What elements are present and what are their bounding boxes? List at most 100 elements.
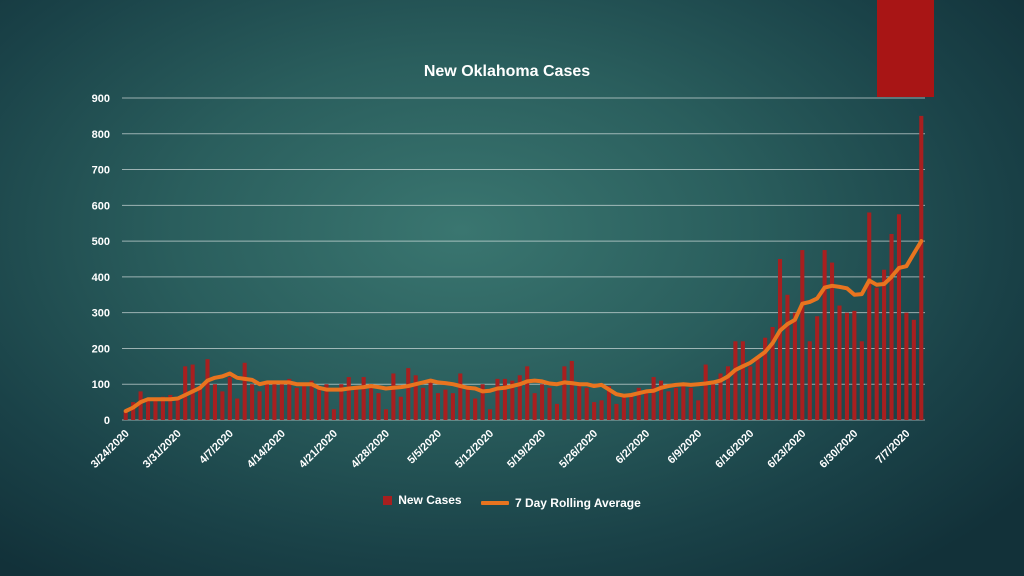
y-tick-label: 0 <box>104 415 110 427</box>
bar <box>659 380 664 420</box>
y-tick-label: 300 <box>92 308 110 320</box>
bar <box>651 377 656 420</box>
bar <box>673 387 678 420</box>
bar <box>131 402 136 420</box>
bar <box>309 380 314 420</box>
bar <box>413 375 418 420</box>
bar <box>562 366 567 420</box>
bar <box>540 384 545 420</box>
x-tick-label: 5/26/2020 <box>557 428 600 471</box>
bar <box>168 394 173 420</box>
bar <box>160 396 165 420</box>
y-tick-label: 800 <box>92 129 110 141</box>
bar <box>919 115 924 420</box>
y-tick-label: 700 <box>92 165 110 177</box>
bar <box>800 250 805 420</box>
bar <box>718 373 723 420</box>
x-tick-label: 5/12/2020 <box>453 428 496 471</box>
bar <box>599 400 604 420</box>
bar <box>830 262 835 420</box>
x-tick-label: 6/16/2020 <box>713 428 756 471</box>
x-tick-label: 6/9/2020 <box>666 428 705 467</box>
bar <box>644 391 649 420</box>
bar <box>339 384 344 420</box>
y-tick-label: 400 <box>92 272 110 284</box>
bar <box>346 377 351 420</box>
legend-label-rolling-average: 7 Day Rolling Average <box>514 495 641 510</box>
bar <box>294 387 299 420</box>
bar <box>874 287 879 420</box>
x-tick-label: 4/14/2020 <box>245 428 288 471</box>
bar <box>733 341 738 420</box>
bar <box>554 403 560 420</box>
bar <box>822 250 827 420</box>
bar <box>577 384 582 420</box>
x-axis-ticks: 3/24/2020 3/31/2020 4/7/2020 4/14/2020 4/21/… <box>89 428 913 471</box>
bar <box>889 233 894 420</box>
bar <box>621 394 626 420</box>
x-tick-label: 7/7/2020 <box>874 428 913 467</box>
bar <box>361 377 366 420</box>
bar <box>302 384 307 420</box>
bar <box>198 386 203 420</box>
legend-item-rolling-average: 7 Day Rolling Average <box>480 495 641 510</box>
chart-title: New Oklahoma Cases <box>423 63 591 80</box>
y-tick-label: 500 <box>92 236 110 248</box>
bar <box>458 373 463 420</box>
gridlines <box>122 97 925 421</box>
bar <box>525 366 530 420</box>
bar <box>777 259 783 420</box>
bar <box>517 375 522 420</box>
bar <box>175 398 180 420</box>
bar <box>279 384 284 420</box>
bar <box>391 373 396 420</box>
bar <box>487 409 493 420</box>
bar <box>510 380 515 420</box>
bar <box>755 359 760 420</box>
x-tick-label: 6/23/2020 <box>765 428 808 471</box>
bar <box>443 389 448 420</box>
bar <box>220 391 225 420</box>
bar <box>763 337 768 420</box>
bar <box>369 384 374 420</box>
bar <box>681 384 686 420</box>
bar <box>592 402 597 420</box>
bar <box>882 269 887 420</box>
bar <box>711 384 716 420</box>
x-tick-label: 5/5/2020 <box>405 428 444 467</box>
bar <box>331 409 336 420</box>
bar <box>480 384 485 420</box>
legend-swatch-bar <box>383 495 393 505</box>
bar <box>205 359 210 420</box>
bar <box>398 396 403 420</box>
bar <box>257 391 262 420</box>
x-tick-label: 4/28/2020 <box>349 428 392 471</box>
bar <box>123 411 128 420</box>
bar <box>703 364 708 420</box>
bar <box>272 380 277 420</box>
bar <box>666 391 671 420</box>
bar <box>629 393 634 420</box>
rolling-average-line <box>123 239 924 414</box>
bar <box>614 403 619 420</box>
bar <box>473 398 478 420</box>
y-tick-label: 900 <box>92 93 110 105</box>
bar <box>837 305 842 420</box>
bar <box>696 400 701 420</box>
bar <box>153 398 158 420</box>
decorative-red-block <box>877 0 934 97</box>
y-tick-label: 600 <box>92 200 110 212</box>
bar <box>212 384 217 420</box>
bar <box>428 378 433 420</box>
bar-series <box>123 115 924 420</box>
bar <box>748 366 753 420</box>
bar <box>264 384 270 420</box>
bar <box>785 294 790 420</box>
y-tick-label: 100 <box>92 379 110 391</box>
bar <box>145 398 151 420</box>
x-tick-label: 4/7/2020 <box>197 428 236 467</box>
bar <box>376 393 381 420</box>
x-tick-label: 4/21/2020 <box>297 428 340 471</box>
bar <box>502 378 507 420</box>
